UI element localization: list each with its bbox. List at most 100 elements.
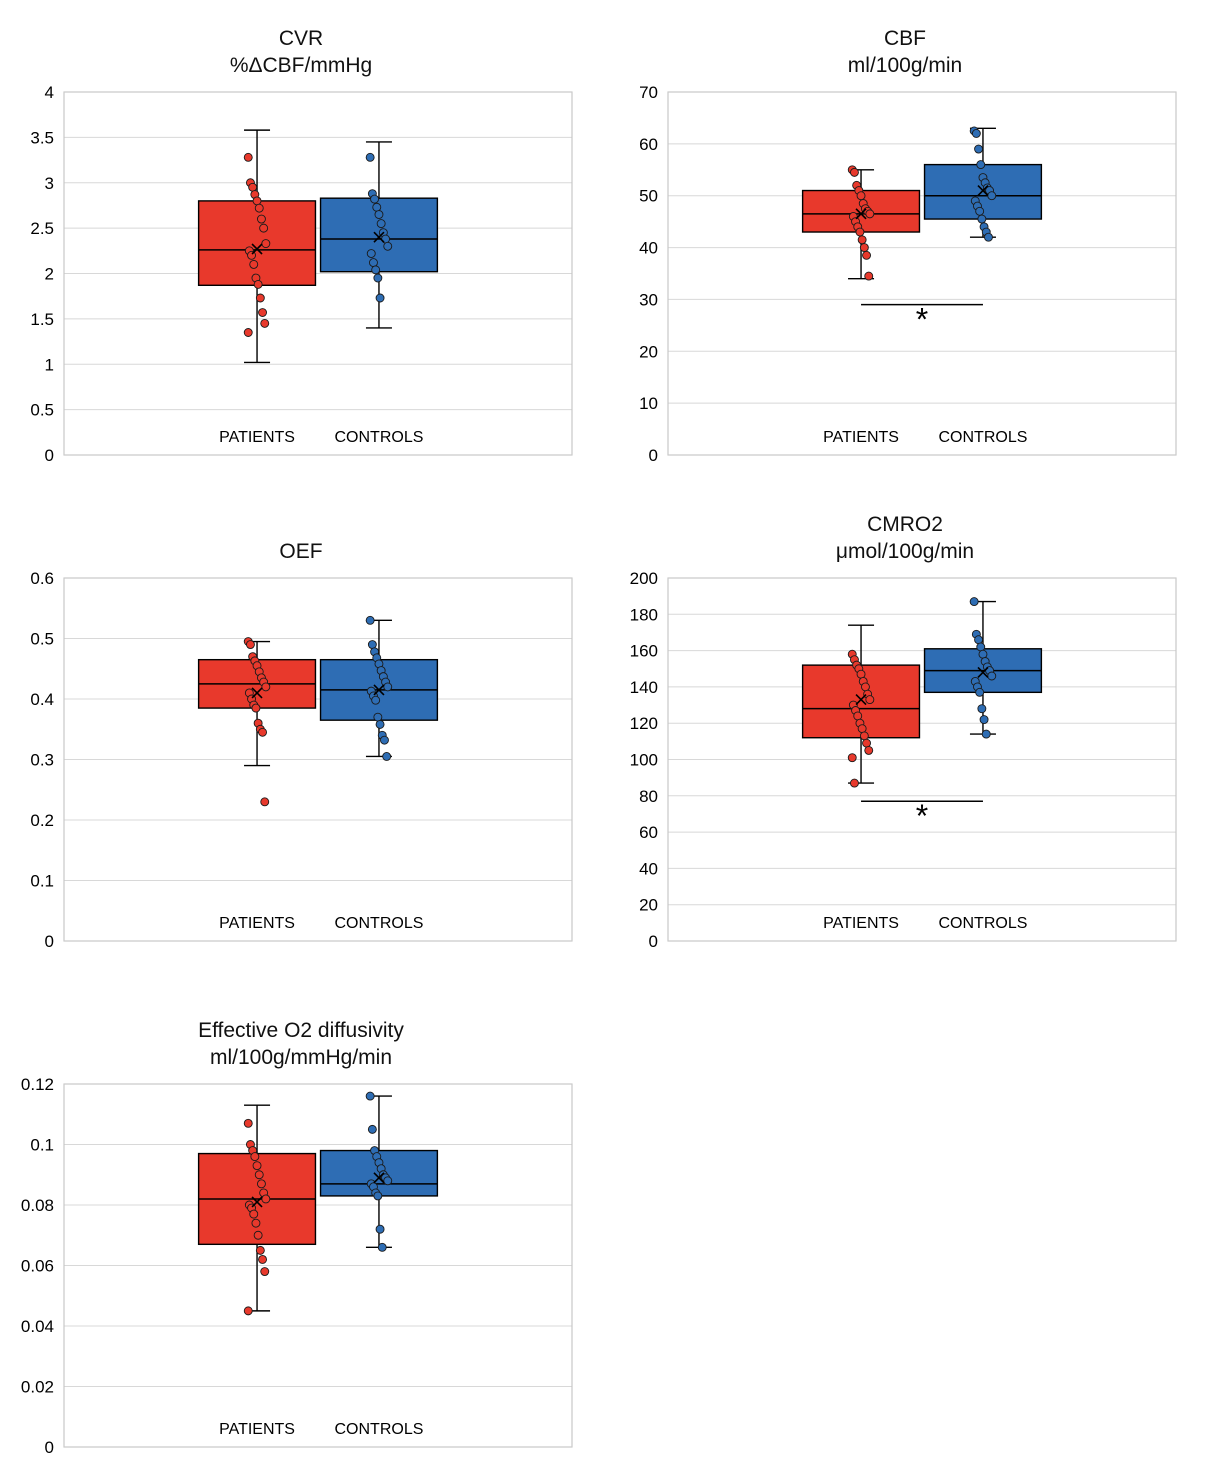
chart-title: CBF <box>884 26 926 50</box>
y-tick-label: 0.06 <box>21 1257 54 1276</box>
mean-marker-controls <box>373 231 385 243</box>
category-label-patients: PATIENTS <box>219 429 295 446</box>
data-point-controls <box>365 615 375 625</box>
y-tick-label: 80 <box>639 787 658 806</box>
data-point-patients <box>862 738 871 748</box>
data-point-controls <box>373 1191 383 1201</box>
y-tick-label: 0.4 <box>30 690 54 709</box>
cmro2-title-block: CMRO2 μmol/100g/min <box>606 494 1204 566</box>
y-tick-label: 20 <box>639 342 658 361</box>
data-point-patients <box>860 682 870 692</box>
data-point-patients <box>855 227 865 237</box>
data-point-controls <box>977 704 987 714</box>
chart-title: Effective O2 diffusivity <box>198 1018 404 1042</box>
y-tick-label: 0.5 <box>30 630 54 649</box>
data-point-patients <box>847 753 857 763</box>
cvr-title-block: CVR %ΔCBF/mmHg <box>2 8 600 80</box>
significance-asterisk: * <box>916 798 928 834</box>
mean-marker-controls <box>373 1172 385 1184</box>
data-point-patients <box>243 1118 253 1128</box>
mean-marker-controls <box>373 684 385 696</box>
data-point-controls <box>365 1091 375 1101</box>
chart-subtitle: μmol/100g/min <box>835 540 975 564</box>
data-point-controls <box>979 715 989 725</box>
y-tick-label: 60 <box>639 823 658 842</box>
cmro2-boxplot: 0 20 40 60 80 100 120 140 160 180 200 PATIENTS CONTR… <box>630 569 1177 951</box>
data-point-controls <box>383 1176 393 1186</box>
mean-marker-patients <box>855 694 867 706</box>
data-point-controls <box>383 241 393 251</box>
data-point-controls <box>372 202 382 212</box>
data-point-controls <box>371 265 381 275</box>
y-tick-label: 40 <box>639 239 658 258</box>
data-point-patients <box>864 271 874 281</box>
data-point-patients <box>255 293 265 303</box>
data-point-patients <box>261 682 271 692</box>
mean-marker-controls <box>977 666 989 678</box>
data-point-patients <box>865 695 875 705</box>
data-point-controls <box>987 191 997 201</box>
category-label-controls: CONTROLS <box>335 1421 424 1438</box>
data-point-controls <box>382 752 392 761</box>
data-point-patients <box>254 203 264 213</box>
cbf-title-block: CBF ml/100g/min <box>606 8 1204 80</box>
y-tick-label: 200 <box>630 569 658 588</box>
y-tick-label: 0 <box>649 446 658 465</box>
y-tick-label: 0 <box>45 932 54 951</box>
data-point-controls <box>380 735 389 745</box>
chart-subtitle: %ΔCBF/mmHg <box>229 54 373 78</box>
data-point-patients <box>864 745 874 755</box>
oef-title-block: OEF <box>2 494 600 566</box>
data-point-patients <box>261 1194 271 1204</box>
cbf-chart-panel: CBF ml/100g/min 0 10 20 30 40 50 60 70 PATIENTS C… <box>606 8 1204 470</box>
mean-marker-patients <box>251 243 263 255</box>
data-point-controls <box>373 273 383 283</box>
y-tick-label: 0.04 <box>21 1317 54 1336</box>
category-label-patients: PATIENTS <box>219 1421 295 1438</box>
chart-title: CVR <box>278 26 324 50</box>
data-point-patients <box>243 152 253 162</box>
y-tick-label: 30 <box>639 290 658 309</box>
data-point-patients <box>245 640 255 650</box>
y-tick-label: 0.1 <box>30 872 54 891</box>
o2-diffusivity-title-block: Effective O2 diffusivity ml/100g/mmHg/mi… <box>2 1000 600 1072</box>
data-point-patients <box>248 182 258 192</box>
data-point-patients <box>853 711 863 721</box>
data-point-controls <box>366 249 376 258</box>
y-tick-label: 0.6 <box>30 569 54 588</box>
data-point-patients <box>258 1254 267 1264</box>
data-point-patients <box>857 724 867 734</box>
category-label-patients: PATIENTS <box>219 915 295 932</box>
data-point-patients <box>856 669 866 679</box>
category-label-controls: CONTROLS <box>335 915 424 932</box>
y-tick-label: 0 <box>649 932 658 951</box>
y-tick-label: 100 <box>630 751 658 770</box>
y-tick-label: 3.5 <box>30 128 54 147</box>
mean-marker-controls <box>977 184 989 197</box>
chart-subtitle: ml/100g/mmHg/min <box>209 1046 393 1070</box>
data-point-controls <box>976 642 986 652</box>
plot-border <box>63 1083 573 1448</box>
mean-marker-patients <box>251 687 263 699</box>
data-point-patients <box>862 250 871 260</box>
y-tick-label: 60 <box>639 135 658 154</box>
category-label-controls: CONTROLS <box>939 429 1028 446</box>
data-point-controls <box>365 152 375 162</box>
data-point-patients <box>243 1306 253 1316</box>
y-tick-label: 0 <box>45 446 54 465</box>
mean-marker-patients <box>251 1196 263 1208</box>
data-point-controls <box>383 682 393 692</box>
data-point-controls <box>981 729 991 739</box>
data-point-controls <box>969 597 979 607</box>
data-point-patients <box>859 731 869 741</box>
data-point-controls <box>371 695 381 705</box>
data-point-patients <box>260 797 270 807</box>
y-tick-label: 3 <box>45 174 54 193</box>
data-point-patients <box>243 328 253 337</box>
plot-border <box>667 577 1177 942</box>
data-point-controls <box>987 671 997 681</box>
mean-marker-patients <box>855 208 867 220</box>
data-point-controls <box>976 160 986 170</box>
category-label-controls: CONTROLS <box>335 429 424 446</box>
